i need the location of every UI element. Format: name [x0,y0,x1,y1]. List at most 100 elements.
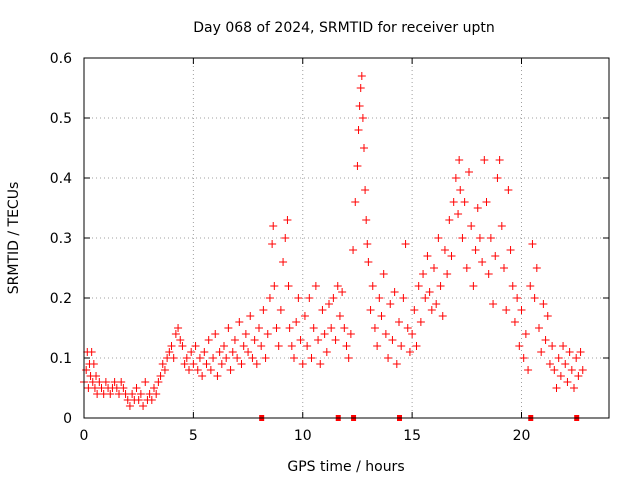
data-point [556,372,565,380]
data-point [576,348,585,356]
y-tick-label: 0.6 [50,51,72,67]
x-axis-label: GPS time / hours [287,459,404,475]
data-point [268,240,277,248]
data-point [292,318,301,326]
data-point [412,342,421,350]
data-point [366,306,375,314]
data-point [279,258,288,266]
data-point [351,198,360,206]
y-tick-label: 0.3 [50,231,72,247]
data-point [458,234,467,242]
data-point [125,402,134,410]
data-point [356,84,365,92]
data-point [305,294,314,302]
data-point [327,324,336,332]
data-point [265,294,274,302]
data-point [134,396,143,404]
data-point [255,324,263,332]
data-point [397,342,406,350]
data-point [471,246,480,254]
data-point [456,186,465,194]
data-point [230,336,239,344]
data-point [545,360,554,368]
data-point [335,312,344,320]
data-point [526,282,535,290]
data-point [139,402,148,410]
x-tick-label: 15 [403,428,421,444]
data-point [274,342,283,350]
data-point [390,288,399,296]
data-point [528,240,537,248]
data-point [559,342,568,350]
x-tick-label: 20 [513,428,531,444]
data-point [384,354,393,362]
data-point [478,258,487,266]
data-point [502,306,511,314]
data-point [357,72,366,80]
y-tick-label: 0.1 [50,351,72,367]
data-point [226,366,235,374]
data-point [515,342,524,350]
data-point [259,306,268,314]
data-point [539,300,548,308]
data-point [349,246,358,254]
data-point [414,282,423,290]
data-point [87,348,96,356]
data-point [537,348,546,356]
data-point [572,354,581,362]
data-point [388,336,397,344]
data-point [465,168,473,176]
data-point [521,330,530,338]
data-point [455,156,464,164]
data-point [246,312,255,320]
data-point [235,318,244,326]
data-point [493,174,502,182]
data-point [497,222,506,230]
data-point [322,348,331,356]
data-point [403,324,412,332]
data-point [215,348,224,356]
data-point [285,324,294,332]
x-tick-label: 0 [80,428,89,444]
data-point [296,336,305,344]
x-tick-label: 10 [294,428,312,444]
data-point [156,372,165,380]
data-point [182,354,191,362]
data-point [165,348,174,356]
data-point [447,252,456,260]
data-point [298,360,307,368]
data-point [132,384,141,392]
data-point [316,360,325,368]
data-point [307,354,316,362]
data-point [176,336,185,344]
data-point [364,258,373,266]
data-point [185,366,193,374]
data-point [204,336,213,344]
data-point [128,390,137,398]
data-point [506,246,515,254]
data-point [508,282,517,290]
data-point [401,240,410,248]
data-point [150,384,158,392]
data-point [270,282,279,290]
y-tick-label: 0.2 [50,291,72,307]
data-point [377,312,386,320]
data-point [460,198,469,206]
data-point [290,354,298,362]
data-point [530,294,539,302]
data-point [368,282,377,290]
data-point [486,234,495,242]
data-point [386,300,395,308]
data-point [314,336,323,344]
data-point [141,378,150,386]
data-point [331,336,340,344]
data-point [329,294,338,302]
data-point [158,360,167,368]
data-point [370,324,379,332]
data-point [239,342,248,350]
data-point [178,342,187,350]
data-point [152,390,161,398]
data-point [524,366,533,374]
data-point [375,294,384,302]
data-point [438,312,447,320]
